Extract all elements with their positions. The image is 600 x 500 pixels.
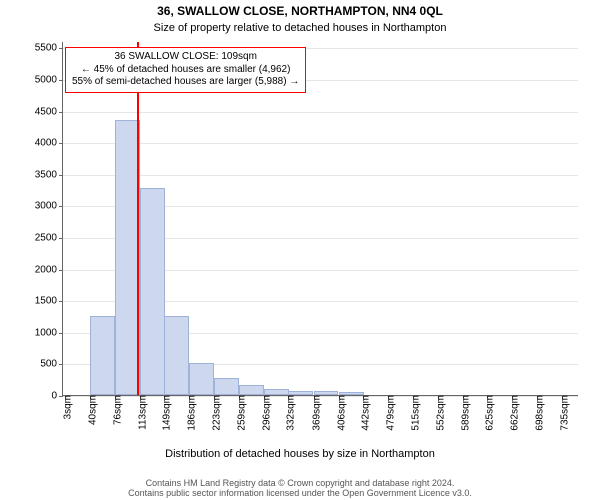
histogram-chart: 36, SWALLOW CLOSE, NORTHAMPTON, NN4 0QL … (0, 0, 600, 500)
plot-area: 0500100015002000250030003500400045005000… (62, 42, 578, 396)
footer-line-2: Contains public sector information licen… (0, 488, 600, 498)
histogram-bar (164, 316, 189, 395)
x-tick-label: 442sqm (355, 395, 372, 431)
x-axis-label: Distribution of detached houses by size … (0, 448, 600, 460)
marker-line (137, 42, 139, 395)
y-tick-label: 2500 (35, 232, 63, 243)
gridline (63, 112, 578, 113)
x-tick-label: 735sqm (554, 395, 571, 431)
y-tick-label: 1000 (35, 327, 63, 338)
x-tick-label: 149sqm (156, 395, 173, 431)
chart-footer: Contains HM Land Registry data © Crown c… (0, 478, 600, 498)
y-tick-label: 4500 (35, 106, 63, 117)
y-tick-label: 1500 (35, 296, 63, 307)
x-tick-label: 259sqm (230, 395, 247, 431)
chart-title: 36, SWALLOW CLOSE, NORTHAMPTON, NN4 0QL (0, 4, 600, 18)
histogram-bar (214, 378, 239, 395)
histogram-bar (239, 385, 264, 395)
x-tick-label: 698sqm (528, 395, 545, 431)
annotation-box: 36 SWALLOW CLOSE: 109sqm← 45% of detache… (65, 47, 306, 93)
histogram-bar (90, 316, 115, 395)
x-tick-label: 406sqm (330, 395, 347, 431)
x-tick-label: 113sqm (131, 395, 148, 430)
histogram-bar (189, 363, 214, 395)
footer-line-1: Contains HM Land Registry data © Crown c… (0, 478, 600, 488)
x-tick-label: 40sqm (82, 395, 99, 425)
x-tick-label: 479sqm (380, 395, 397, 431)
y-tick-label: 5500 (35, 43, 63, 54)
y-tick-label: 5000 (35, 74, 63, 85)
x-tick-label: 552sqm (429, 395, 446, 431)
x-tick-label: 662sqm (504, 395, 521, 431)
x-tick-label: 332sqm (280, 395, 297, 431)
histogram-bar (339, 392, 364, 395)
y-tick-label: 2000 (35, 264, 63, 275)
y-tick-label: 4000 (35, 138, 63, 149)
x-tick-label: 515sqm (404, 395, 421, 431)
annotation-line: 55% of semi-detached houses are larger (… (72, 76, 299, 89)
y-tick-label: 3500 (35, 169, 63, 180)
histogram-bar (140, 188, 165, 395)
x-tick-label: 369sqm (305, 395, 322, 431)
x-tick-label: 625sqm (479, 395, 496, 431)
x-tick-label: 76sqm (106, 395, 123, 425)
chart-subtitle: Size of property relative to detached ho… (0, 22, 600, 34)
gridline (63, 175, 578, 176)
x-tick-label: 3sqm (57, 395, 74, 419)
y-tick-label: 500 (40, 359, 63, 370)
annotation-line: 36 SWALLOW CLOSE: 109sqm (72, 51, 299, 64)
annotation-line: ← 45% of detached houses are smaller (4,… (72, 64, 299, 77)
histogram-bar (264, 389, 289, 395)
histogram-bar (115, 120, 140, 395)
gridline (63, 143, 578, 144)
histogram-bar (288, 391, 313, 395)
x-tick-label: 589sqm (454, 395, 471, 431)
histogram-bar (314, 391, 339, 395)
x-tick-label: 186sqm (181, 395, 198, 431)
x-tick-label: 223sqm (206, 395, 223, 431)
y-tick-label: 3000 (35, 201, 63, 212)
x-tick-label: 296sqm (255, 395, 272, 431)
